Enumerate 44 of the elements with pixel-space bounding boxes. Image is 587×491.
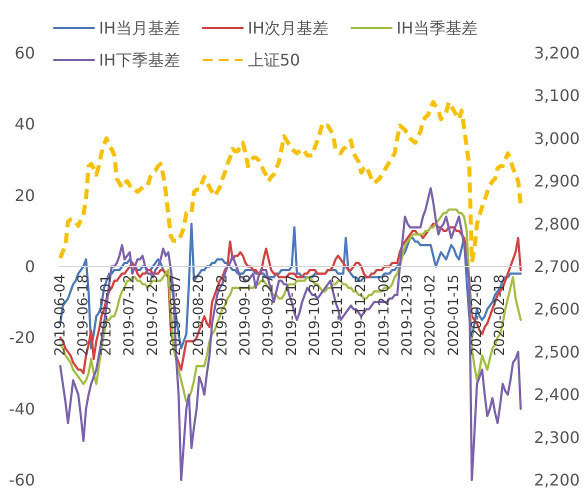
y-tick-label: 60 [14,44,35,62]
legend-label: 上证50 [248,50,300,70]
y2-tick-label: 2,400 [534,385,580,404]
x-tick-label: 2019-06-18 [75,274,92,356]
y-tick-label: -40 [8,399,35,418]
x-tick-label: 2019-09-16 [237,274,254,356]
y2-tick-label: 2,600 [534,300,580,319]
x-tick-label: 2019-10-30 [306,274,323,356]
x-tick-label: 2019-09-27 [260,274,277,356]
x-tick-label: 2019-07-12 [122,274,138,356]
x-tick-label: 2019-10-17 [284,274,300,356]
x-tick-label: 2019-07-01 [98,274,115,356]
x-tick-label: 2019-08-20 [191,274,208,356]
x-tick-label: 2019-06-04 [52,274,68,356]
x-tick-label: 2020-02-18 [492,274,508,356]
x-tick-label: 2020-01-02 [422,274,439,356]
y2-tick-label: 3,000 [534,128,580,148]
legend-label: IH当季基差 [396,18,478,38]
x-tick-label: 2019-12-19 [400,274,416,356]
legend-label: IH次月基差 [248,18,328,38]
y2-tick-label: 2,500 [534,342,580,362]
y2-tick-label: 3,100 [534,86,580,106]
x-tick-label: 2020-02-05 [468,274,485,356]
y-tick-label: -60 [8,470,35,490]
legend-label: IH当月基差 [99,18,180,38]
x-tick-label: 2019-11-12 [330,274,346,356]
x-tick-label: 2019-07-25 [144,274,161,356]
x-tick-label: 2019-08-07 [168,274,184,356]
x-tick-label: 2019-11-25 [353,274,370,356]
y2-tick-label: 2,200 [534,470,580,490]
x-tick-label: 2019-12-06 [376,274,392,356]
y-tick-label: 40 [14,114,35,134]
y-tick-label: -20 [8,328,35,348]
y-tick-label: 0 [24,257,35,276]
line-series [58,100,523,264]
y2-tick-label: 3,200 [534,44,580,62]
y2-tick-label: 2,700 [534,257,580,276]
x-tick-label: 2020-01-15 [446,274,462,356]
y2-tick-label: 2,300 [534,428,580,447]
x-tick-label: 2019-09-02 [214,274,230,356]
y2-tick-label: 2,900 [534,172,580,191]
legend-label: IH下季基差 [99,50,180,70]
y-tick-label: 20 [14,186,35,205]
y2-tick-label: 2,800 [534,214,580,234]
